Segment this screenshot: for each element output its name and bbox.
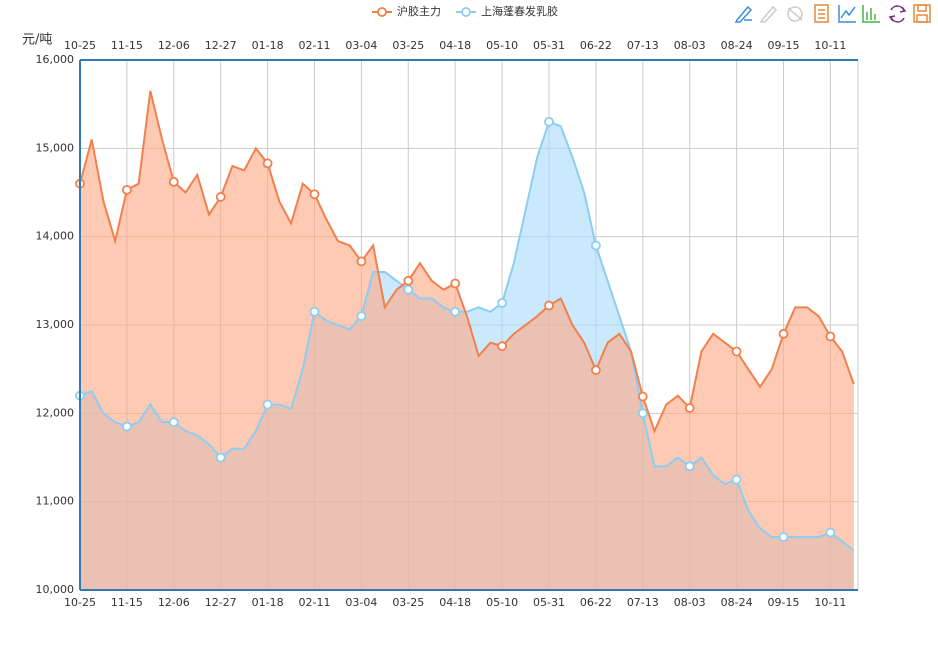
x-tick-label: 10-11 (814, 596, 846, 609)
point (497, 298, 508, 308)
legend-label: 沪胶主力 (397, 4, 441, 18)
x-tick-label-top: 12-27 (205, 39, 237, 52)
point (309, 306, 320, 317)
x-tick-label: 12-27 (205, 596, 237, 609)
x-tick-label: 01-18 (252, 596, 284, 609)
x-tick-label: 05-31 (533, 596, 565, 609)
x-tick-label-top: 05-10 (486, 39, 518, 52)
point (215, 452, 226, 463)
x-tick-label: 09-15 (768, 596, 800, 609)
point (825, 331, 836, 342)
point (215, 192, 226, 202)
legend-item[interactable]: 上海蓬春发乳胶 (456, 4, 558, 18)
x-tick-label-top: 10-11 (814, 39, 846, 52)
x-tick-label: 03-04 (345, 596, 377, 609)
legend-label: 上海蓬春发乳胶 (481, 4, 558, 18)
point (497, 341, 508, 352)
x-tick-label-top: 08-24 (721, 39, 753, 52)
point (122, 184, 132, 195)
legend-symbol (377, 7, 387, 17)
x-tick-label-top: 05-31 (533, 39, 565, 52)
point (637, 391, 648, 402)
tool-mark-undo[interactable] (759, 5, 778, 23)
x-tick-label: 03-25 (392, 596, 424, 609)
x-tick-label-top: 10-25 (64, 39, 96, 52)
x-tick-label: 08-03 (674, 596, 706, 609)
tool-data-view[interactable] (814, 4, 829, 23)
point (262, 399, 273, 410)
y-tick-label: 14,000 (36, 230, 75, 243)
x-tick-label-top: 06-22 (580, 39, 612, 52)
point (684, 461, 695, 472)
point (731, 474, 742, 485)
x-tick-label: 02-11 (299, 596, 331, 609)
line (79, 120, 855, 552)
tool-restore[interactable] (888, 5, 907, 23)
x-tick-label: 07-13 (627, 596, 659, 609)
point (356, 311, 367, 322)
line (79, 90, 855, 434)
point (825, 527, 836, 538)
x-tick-label-top: 03-04 (345, 39, 377, 52)
point (778, 532, 789, 542)
point (731, 346, 742, 357)
point (450, 306, 461, 317)
point (403, 275, 414, 286)
x-tick-label-top: 11-15 (111, 39, 143, 52)
point (544, 116, 554, 127)
y-tick-label: 16,000 (36, 53, 75, 66)
point (450, 278, 461, 289)
tool-line[interactable] (838, 5, 856, 23)
x-tick-label-top: 04-18 (439, 39, 471, 52)
legend-symbol (461, 7, 471, 17)
x-tick-label-top: 03-25 (392, 39, 424, 52)
x-tick-label: 11-15 (111, 596, 143, 609)
point (544, 300, 554, 311)
tool-mark-clear[interactable] (787, 6, 803, 22)
y-tick-label: 13,000 (36, 318, 75, 331)
point (122, 421, 132, 432)
point (262, 158, 273, 169)
y-tick-label: 15,000 (36, 141, 75, 154)
toolbox (734, 4, 931, 23)
y-tick-label: 12,000 (36, 406, 75, 419)
point (403, 284, 414, 295)
x-tick-label: 10-25 (64, 596, 96, 609)
point (637, 408, 648, 419)
x-tick-label-top: 07-13 (627, 39, 659, 52)
y-axis-label: 元/吨 (22, 33, 52, 48)
tool-mark[interactable] (734, 5, 753, 23)
x-tick-label-top: 08-03 (674, 39, 706, 52)
x-tick-label-top: 12-06 (158, 39, 190, 52)
point (309, 189, 320, 200)
x-tick-label-top: 01-18 (252, 39, 284, 52)
x-tick-label: 08-24 (721, 596, 753, 609)
x-tick-label: 12-06 (158, 596, 190, 609)
point (778, 328, 789, 339)
area (80, 90, 854, 591)
point (168, 176, 179, 187)
point (591, 240, 601, 251)
x-tick-label-top: 02-11 (299, 39, 331, 52)
x-tick-label: 04-18 (439, 596, 471, 609)
point (168, 417, 179, 428)
tool-save[interactable] (913, 4, 931, 23)
x-tick-label: 06-22 (580, 596, 612, 609)
point (356, 256, 367, 267)
point (684, 403, 695, 413)
point (591, 365, 601, 375)
legend-item[interactable]: 沪胶主力 (372, 4, 441, 18)
tool-bar[interactable] (862, 5, 880, 23)
y-tick-label: 10,000 (36, 583, 75, 596)
x-tick-label-top: 09-15 (768, 39, 800, 52)
x-tick-label: 05-10 (486, 596, 518, 609)
y-tick-label: 11,000 (36, 495, 75, 508)
